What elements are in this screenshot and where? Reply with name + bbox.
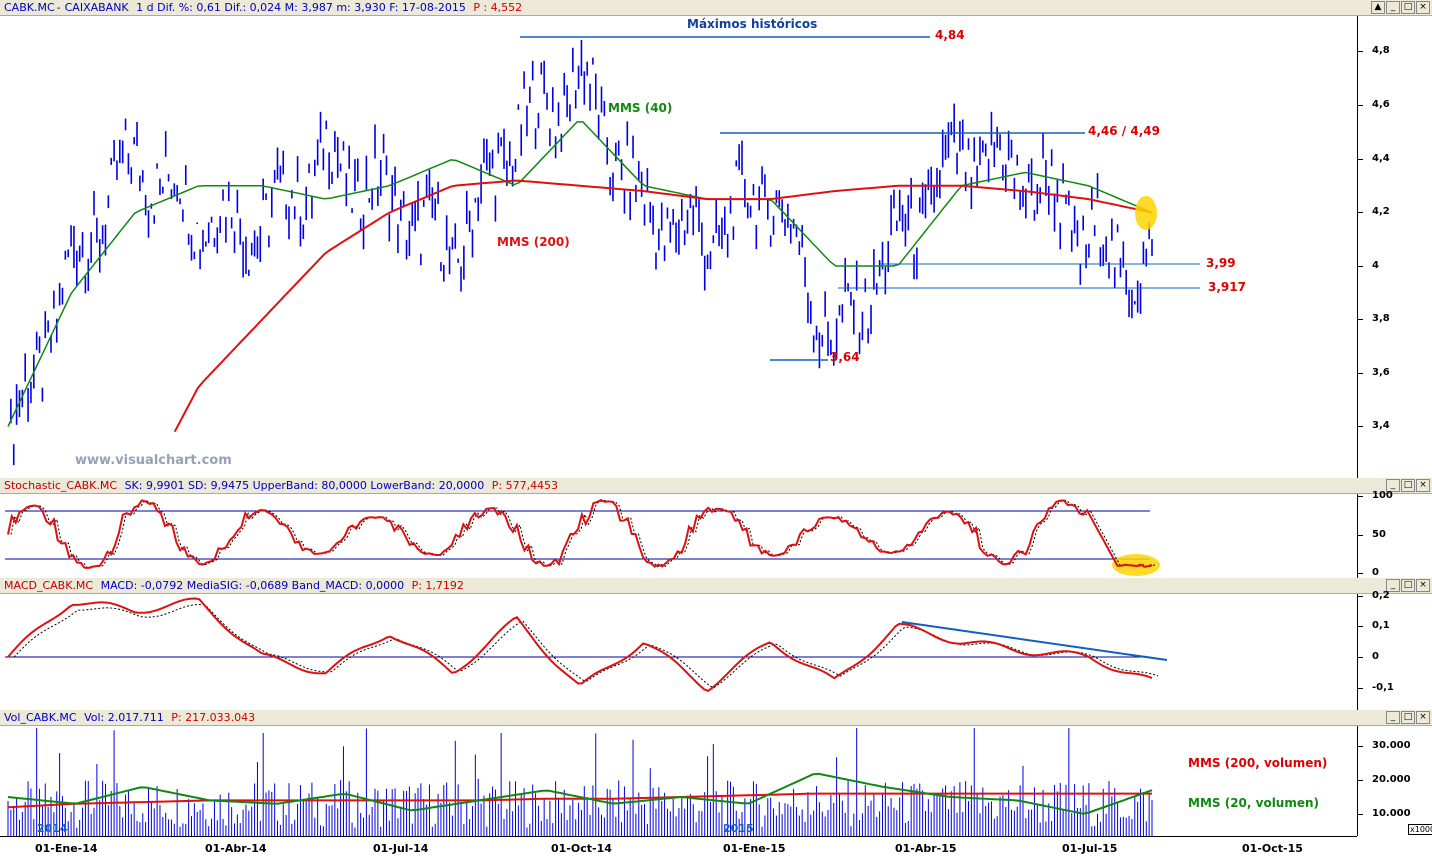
stoch-tick: 100: [1372, 490, 1393, 501]
vol-pane-header: Vol_CABK.MC Vol: 2.017.711 P: 217.033.04…: [0, 710, 1432, 726]
price-header-stats: 1 d Dif. %: 0,61 Dif.: 0,024 M: 3,987 m:…: [136, 1, 466, 14]
price-header-last: P : 4,552: [473, 1, 523, 14]
minimize-button[interactable]: _: [1386, 1, 1400, 14]
close-button[interactable]: ×: [1416, 711, 1430, 724]
x-label: 01-Oct-15: [1242, 842, 1303, 855]
vol-tick: 30.000: [1372, 740, 1411, 751]
stoch-chart[interactable]: [0, 494, 1357, 578]
price-tick: 3,6: [1372, 367, 1390, 378]
stoch-pane-header: Stochastic_CABK.MC SK: 9,9901 SD: 9,9475…: [0, 478, 1432, 494]
maximos-label: Máximos históricos: [687, 17, 818, 31]
price-tick: 3,8: [1372, 313, 1390, 324]
price-tick: 3,4: [1372, 420, 1390, 431]
vol-mms20-label: MMS (20, volumen): [1188, 796, 1320, 810]
watermark: www.visualchart.com: [75, 453, 232, 468]
min-value-label: 3,64: [830, 350, 860, 364]
max-value-label: 4,84: [935, 28, 965, 42]
macd-tick: 0: [1372, 651, 1379, 662]
close-button[interactable]: ×: [1416, 479, 1430, 492]
volume-bars: [7, 728, 1153, 836]
stoch-tick: 0: [1372, 567, 1379, 578]
mms200-line: [173, 179, 1153, 433]
mms40-line: [7, 121, 1153, 427]
x-axis: [0, 836, 1357, 858]
stoch-header-last: P: 577,4453: [491, 479, 559, 492]
maximize-button[interactable]: □: [1401, 1, 1415, 14]
stoch-sd-line: [10, 499, 1156, 569]
macd-axis: 0,2 0,1 0 -0,1: [1357, 590, 1432, 710]
minimize-button[interactable]: _: [1386, 579, 1400, 592]
vol-mms200-line: [7, 792, 1152, 809]
x-label: 01-Jul-15: [1062, 842, 1118, 855]
macd-header-name: MACD_CABK.MC: [4, 579, 94, 592]
macd-window-buttons: _ □ ×: [1386, 579, 1430, 592]
vol-tick: 10.000: [1372, 808, 1411, 819]
price-tick: 4,4: [1372, 153, 1390, 164]
x-label: 01-Jul-14: [373, 842, 429, 855]
macd-trendline[interactable]: [901, 621, 1168, 661]
support-3917-label: 3,917: [1208, 280, 1246, 294]
maximize-button[interactable]: □: [1401, 579, 1415, 592]
price-window-buttons: ▲ _ □ ×: [1371, 1, 1430, 14]
vol-mms20-line: [7, 772, 1153, 815]
macd-chart[interactable]: [0, 594, 1357, 710]
scroll-up-button[interactable]: ▲: [1371, 1, 1385, 14]
vol-tick: 20.000: [1372, 774, 1411, 785]
price-tick: 4,2: [1372, 206, 1390, 217]
stoch-window-buttons: _ □ ×: [1386, 479, 1430, 492]
resistance-label: 4,46 / 4,49: [1088, 124, 1160, 138]
price-tick: 4,8: [1372, 45, 1390, 56]
vol-header-name: Vol_CABK.MC: [4, 711, 77, 724]
x-label: 01-Abr-15: [895, 842, 957, 855]
vol-mms200-label: MMS (200, volumen): [1188, 756, 1328, 770]
mms200-label: MMS (200): [497, 235, 570, 249]
vol-header-last: P: 217.033.043: [171, 711, 256, 724]
macd-line: [7, 597, 1153, 693]
x-label: 01-Ene-15: [723, 842, 786, 855]
macd-tick: 0,2: [1372, 590, 1390, 601]
price-header-name: CAIXABANK: [64, 1, 129, 14]
macd-header-stats: MACD: -0,0792 MediaSIG: -0,0689 Band_MAC…: [100, 579, 405, 592]
close-button[interactable]: ×: [1416, 1, 1430, 14]
x-label: 01-Oct-14: [551, 842, 612, 855]
price-header-symbol: CABK.MC: [4, 1, 55, 14]
price-tick: 4,6: [1372, 99, 1390, 110]
macd-tick: -0,1: [1372, 682, 1394, 693]
year-2014-label: 2014: [37, 822, 68, 835]
x-label: 01-Abr-14: [205, 842, 267, 855]
price-tick: 4: [1372, 260, 1379, 271]
stoch-sk-line: [7, 498, 1153, 570]
price-bars: [10, 40, 1153, 466]
macd-header-last: P: 1,7192: [411, 579, 464, 592]
price-pane-header: CABK.MC - CAIXABANK 1 d Dif. %: 0,61 Dif.:…: [0, 0, 1432, 16]
maximize-button[interactable]: □: [1401, 711, 1415, 724]
x-label: 01-Ene-14: [35, 842, 98, 855]
mms40-label: MMS (40): [608, 101, 673, 115]
vol-chart[interactable]: [0, 726, 1357, 836]
macd-pane-header: MACD_CABK.MC MACD: -0,0792 MediaSIG: -0,…: [0, 578, 1432, 594]
year-2015-label: 2015: [723, 822, 754, 835]
stoch-axis: 100 50 0: [1357, 490, 1432, 578]
price-highlight-ellipse: [1135, 196, 1157, 230]
minimize-button[interactable]: _: [1386, 479, 1400, 492]
maximize-button[interactable]: □: [1401, 479, 1415, 492]
vol-window-buttons: _ □ ×: [1386, 711, 1430, 724]
stoch-tick: 50: [1372, 529, 1386, 540]
close-button[interactable]: ×: [1416, 579, 1430, 592]
vol-header-stats: Vol: 2.017.711: [84, 711, 164, 724]
support-399-label: 3,99: [1206, 256, 1236, 270]
minimize-button[interactable]: _: [1386, 711, 1400, 724]
macd-tick: 0,1: [1372, 620, 1390, 631]
macd-signal-line: [13, 603, 1159, 689]
price-chart[interactable]: [0, 16, 1357, 478]
stoch-header-name: Stochastic_CABK.MC: [4, 479, 118, 492]
price-axis: 4,8 4,6 4,4 4,2 4 3,8 3,6 3,4: [1357, 16, 1432, 478]
stoch-header-stats: SK: 9,9901 SD: 9,9475 UpperBand: 80,0000…: [124, 479, 485, 492]
